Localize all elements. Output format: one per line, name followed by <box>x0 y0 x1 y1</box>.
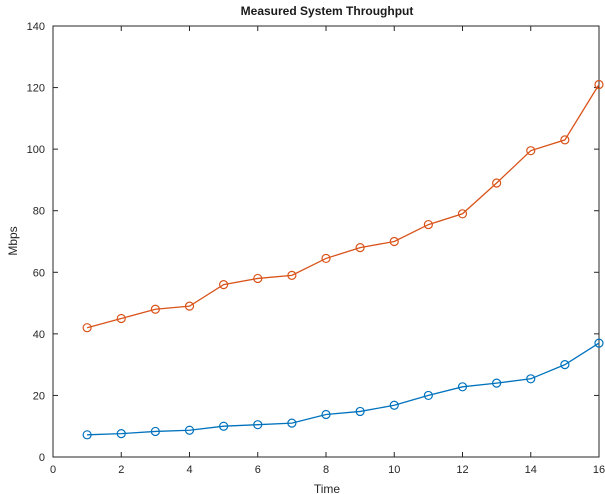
series-line <box>87 342 600 436</box>
chart-title: Measured System Throughput <box>241 4 414 18</box>
y-tick-label: 0 <box>39 452 45 464</box>
y-tick-label: 20 <box>33 390 45 402</box>
data-point <box>560 135 570 145</box>
data-point <box>82 430 92 440</box>
series-2 <box>82 338 604 440</box>
data-point <box>82 323 92 333</box>
data-point <box>150 426 160 437</box>
data-point <box>389 236 399 247</box>
data-point <box>287 270 297 280</box>
x-tick-label: 6 <box>255 464 261 476</box>
plot-area <box>52 25 600 458</box>
series-1 <box>82 79 604 333</box>
data-point <box>389 400 399 410</box>
x-tick-label: 12 <box>456 464 468 476</box>
x-tick-label: 0 <box>50 464 56 476</box>
data-point <box>526 374 536 384</box>
data-point <box>594 79 604 90</box>
data-point <box>321 253 331 264</box>
data-point <box>457 382 468 392</box>
data-point <box>184 425 195 435</box>
y-tick-label: 60 <box>33 267 45 279</box>
data-point <box>116 429 126 439</box>
y-tick-label: 140 <box>27 21 45 33</box>
data-point <box>492 378 502 388</box>
series-layer <box>82 79 604 440</box>
data-point <box>287 418 297 428</box>
x-tick-label: 2 <box>118 464 124 476</box>
data-point <box>219 280 229 290</box>
axis-ticks: 0 2 4 6 8 10 12 14 16 0 20 40 60 80 100 120 140 <box>27 21 605 476</box>
data-point <box>457 209 468 219</box>
data-point <box>526 146 536 156</box>
x-tick-label: 4 <box>186 464 192 476</box>
y-tick-label: 40 <box>33 329 45 341</box>
y-tick-label: 120 <box>27 83 45 95</box>
data-point <box>423 390 433 401</box>
x-tick-label: 14 <box>525 464 537 476</box>
data-point <box>219 421 229 431</box>
series-line <box>86 84 600 329</box>
y-tick-label: 80 <box>33 206 45 218</box>
y-axis-label: Mbps <box>6 226 20 255</box>
data-point <box>116 313 126 324</box>
x-axis-label: Time <box>314 482 341 494</box>
data-point <box>492 178 502 188</box>
data-point <box>150 304 160 314</box>
y-tick-label: 100 <box>27 144 45 156</box>
data-point <box>321 409 331 420</box>
data-point <box>355 406 365 417</box>
x-tick-label: 8 <box>323 464 329 476</box>
data-point <box>253 420 263 430</box>
data-point <box>423 219 433 230</box>
data-point <box>560 360 570 370</box>
data-point <box>184 301 195 311</box>
data-point <box>253 273 263 284</box>
x-tick-label: 10 <box>388 464 400 476</box>
data-point <box>594 338 604 348</box>
data-point <box>355 243 365 253</box>
x-tick-label: 16 <box>593 464 605 476</box>
